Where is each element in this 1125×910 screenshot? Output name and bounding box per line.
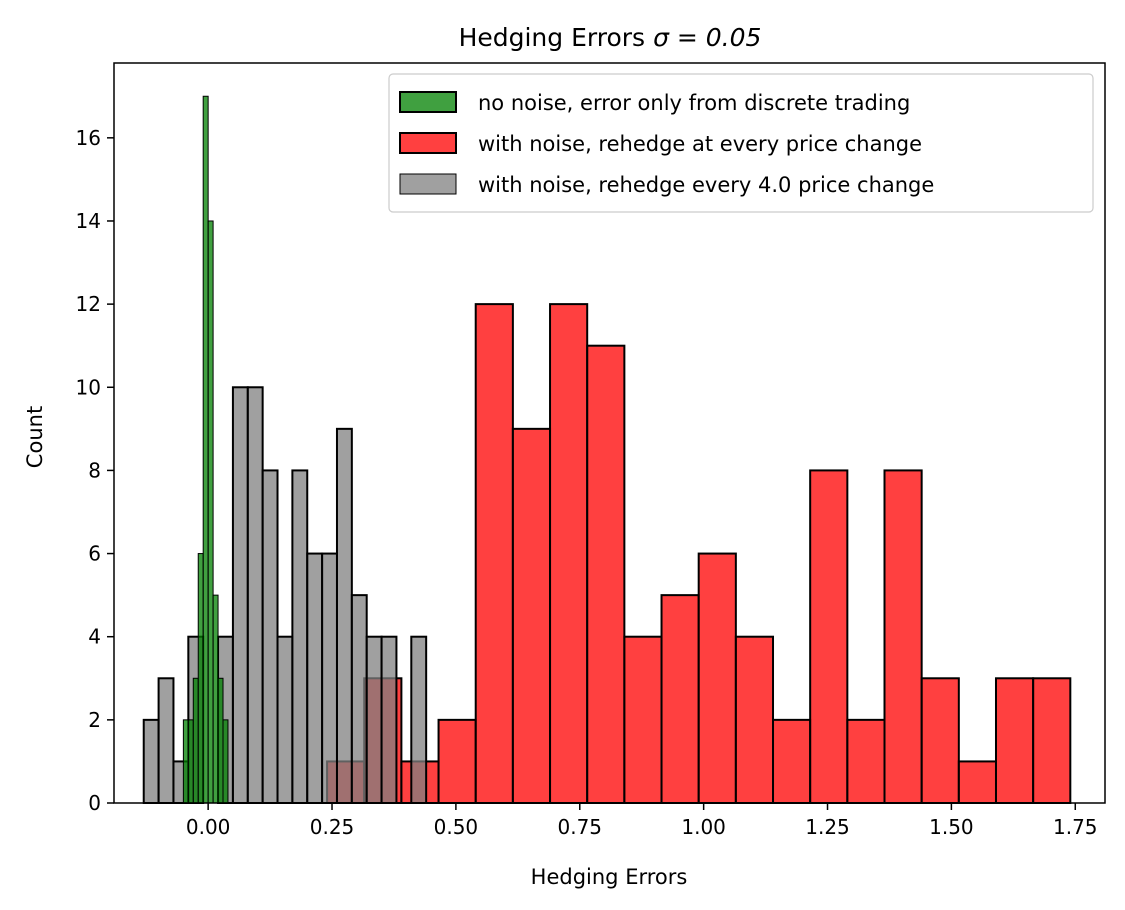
chart-title-text: Hedging Errors xyxy=(459,23,646,52)
y-tick-label: 2 xyxy=(88,708,101,732)
histogram-bar xyxy=(207,220,214,804)
legend-swatch xyxy=(399,91,457,113)
histogram-bar xyxy=(586,344,626,804)
histogram-bar xyxy=(182,719,189,804)
legend-label: with noise, rehedge at every price chang… xyxy=(478,132,922,156)
chart-legend: no noise, error only from discrete tradi… xyxy=(388,73,1094,213)
plot-frame xyxy=(113,62,1106,804)
x-axis-label: Hedging Errors xyxy=(531,865,688,889)
x-tick-label: 1.00 xyxy=(681,815,726,839)
histogram-bar xyxy=(231,386,249,804)
histogram-bar xyxy=(772,718,812,805)
histogram-bar xyxy=(410,635,428,805)
series-3-bars xyxy=(182,95,229,804)
y-axis-label: Count xyxy=(23,406,47,468)
histogram-bar xyxy=(276,635,294,805)
x-tick-label: 0.50 xyxy=(434,815,479,839)
histogram-bar xyxy=(474,303,514,804)
histogram-bars xyxy=(142,95,1072,805)
plot-axes xyxy=(113,62,1106,804)
y-tick-label: 14 xyxy=(76,209,101,233)
y-tick-label: 8 xyxy=(88,458,101,482)
histogram-bar xyxy=(192,677,199,804)
y-tick-label: 0 xyxy=(88,791,101,815)
histogram-bar xyxy=(335,427,353,804)
histogram-bar xyxy=(197,553,204,804)
x-tick-label: 0.00 xyxy=(186,815,231,839)
x-tick-label: 1.50 xyxy=(929,815,974,839)
histogram-bar xyxy=(957,760,997,804)
histogram-bar xyxy=(187,719,194,804)
histogram-bar xyxy=(511,427,552,804)
histogram-bar xyxy=(157,677,175,804)
histogram-bar xyxy=(920,677,960,804)
histogram-bar xyxy=(734,635,775,805)
y-tick-label: 16 xyxy=(76,126,101,150)
histogram-bar xyxy=(380,635,398,805)
x-tick-label: 1.25 xyxy=(805,815,850,839)
y-tick-label: 6 xyxy=(88,542,101,566)
histogram-bar xyxy=(549,303,589,804)
histogram-bar xyxy=(246,386,264,804)
series-1-bars xyxy=(326,303,1072,805)
histogram-bar xyxy=(809,469,849,804)
histogram-bar xyxy=(437,718,477,805)
x-tick-label: 1.75 xyxy=(1053,815,1098,839)
histogram-bar xyxy=(350,594,368,804)
x-tick-label: 0.75 xyxy=(558,815,603,839)
histogram-bar xyxy=(212,594,219,804)
histogram-bar xyxy=(321,552,338,804)
legend-box xyxy=(388,73,1094,213)
histogram-bar xyxy=(217,677,224,804)
legend-label: no noise, error only from discrete tradi… xyxy=(478,91,910,115)
chart-title: Hedging Errors σ = 0.05 xyxy=(459,23,762,52)
axis-ticks: 0.00 0.25 0.50 0.75 1.00 1.25 1.50 1.75 0 2 4 6 8 10 1… xyxy=(76,126,1098,839)
y-tick-label: 4 xyxy=(88,625,101,649)
histogram-bar xyxy=(994,677,1035,804)
histogram-bar xyxy=(306,552,324,804)
histogram-bar xyxy=(623,635,663,805)
histogram-bar xyxy=(365,635,383,805)
legend-swatch xyxy=(399,132,457,154)
y-tick-label: 12 xyxy=(76,292,101,316)
chart-title-math: σ = 0.05 xyxy=(653,23,761,52)
histogram-bar xyxy=(883,469,923,804)
x-tick-label: 0.25 xyxy=(310,815,355,839)
histogram-bar xyxy=(660,594,700,804)
histogram-bar xyxy=(291,469,309,804)
histogram-bar xyxy=(222,719,229,804)
histogram-bar xyxy=(261,469,279,804)
legend-label: with noise, rehedge every 4.0 price chan… xyxy=(478,173,934,197)
histogram-bar xyxy=(846,718,886,805)
histogram-bar xyxy=(1032,677,1072,804)
histogram-bar xyxy=(142,718,160,805)
histogram-bar xyxy=(697,552,737,804)
legend-swatch xyxy=(399,173,457,195)
y-tick-label: 10 xyxy=(76,375,101,399)
histogram-bar xyxy=(202,95,209,804)
